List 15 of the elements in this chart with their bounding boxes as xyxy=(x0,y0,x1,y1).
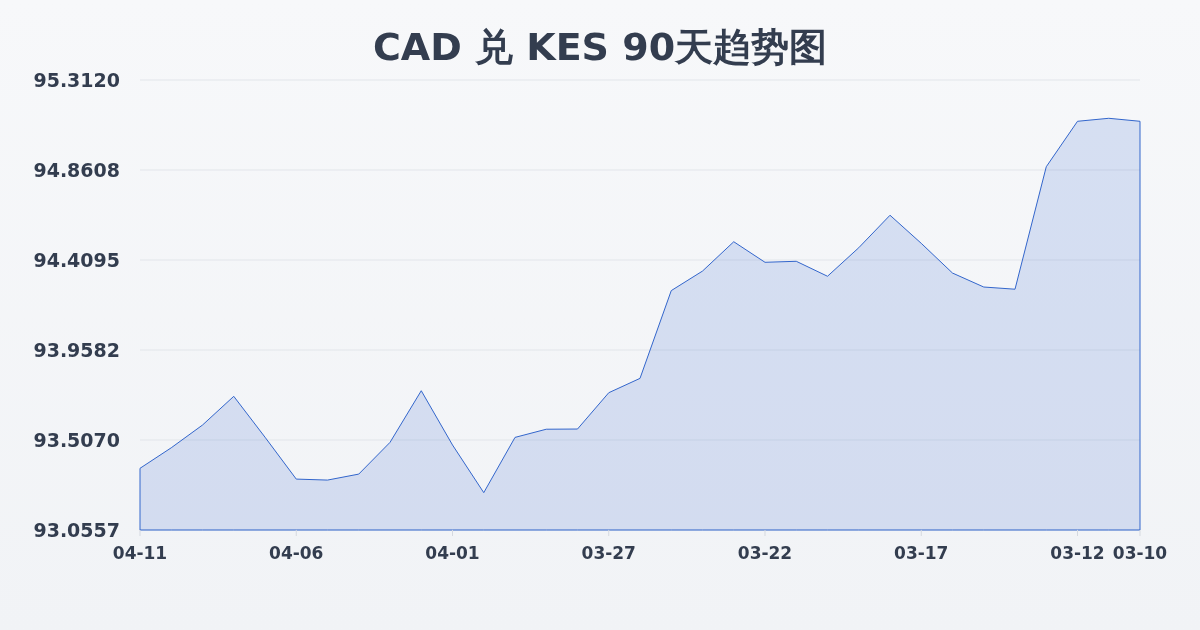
x-tick-label: 03-22 xyxy=(737,543,793,563)
y-tick-label: 94.4095 xyxy=(33,248,120,271)
x-tick-label: 04-01 xyxy=(425,543,480,563)
x-tick-label: 03-17 xyxy=(894,543,949,563)
y-tick-label: 93.0557 xyxy=(33,518,120,541)
y-tick-label: 95.3120 xyxy=(33,68,120,91)
x-tick-label: 04-11 xyxy=(112,543,168,563)
chart-title: CAD 兑 KES 90天趋势图 xyxy=(372,25,828,69)
x-tick-label: 03-27 xyxy=(581,543,636,563)
y-tick-label: 93.5070 xyxy=(33,428,120,451)
x-tick-label: 03-12 xyxy=(1050,543,1105,563)
x-tick-label: 04-06 xyxy=(269,543,324,563)
y-tick-label: 93.9582 xyxy=(33,338,120,361)
y-tick-label: 94.8608 xyxy=(33,158,120,181)
x-tick-label: 03-10 xyxy=(1112,543,1168,563)
